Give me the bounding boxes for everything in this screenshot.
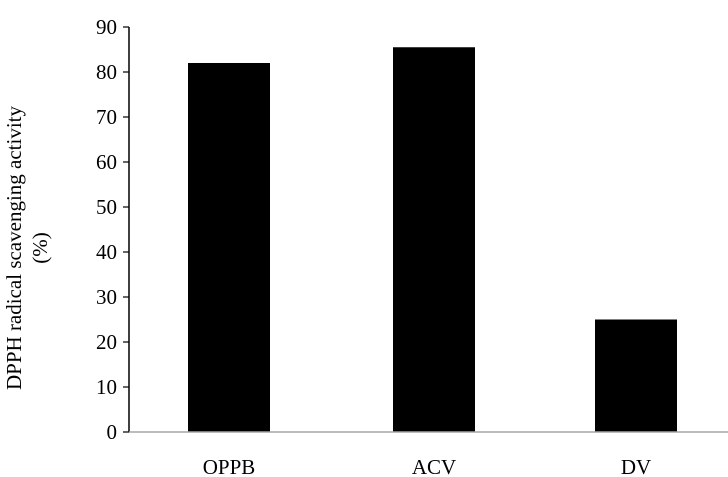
y-tick-label: 80: [96, 60, 117, 84]
y-axis-ticks: 0 10 20 30 40 50 60 70 80 90: [96, 15, 129, 444]
x-tick-label-dv: DV: [621, 455, 651, 477]
y-axis-title-line1: DPPH radical scavenging activity: [2, 105, 26, 390]
y-tick-label: 10: [96, 375, 117, 399]
x-tick-label-oppb: OPPB: [203, 455, 256, 477]
y-tick-label: 20: [96, 330, 117, 354]
bar-dv: [595, 319, 677, 432]
x-axis-ticks: OPPB ACV DV: [203, 455, 651, 477]
bar-oppb: [188, 63, 270, 432]
x-tick-label-acv: ACV: [412, 455, 456, 477]
y-tick-label: 30: [96, 285, 117, 309]
bars: [188, 47, 677, 432]
y-tick-label: 70: [96, 105, 117, 129]
y-axis-title-line2: (%): [28, 232, 52, 263]
y-tick-label: 60: [96, 150, 117, 174]
y-axis-title: DPPH radical scavenging activity (%): [2, 105, 52, 390]
bar-acv: [393, 47, 475, 432]
y-tick-label: 0: [107, 420, 118, 444]
y-tick-label: 50: [96, 195, 117, 219]
y-tick-label: 40: [96, 240, 117, 264]
y-tick-label: 90: [96, 15, 117, 39]
